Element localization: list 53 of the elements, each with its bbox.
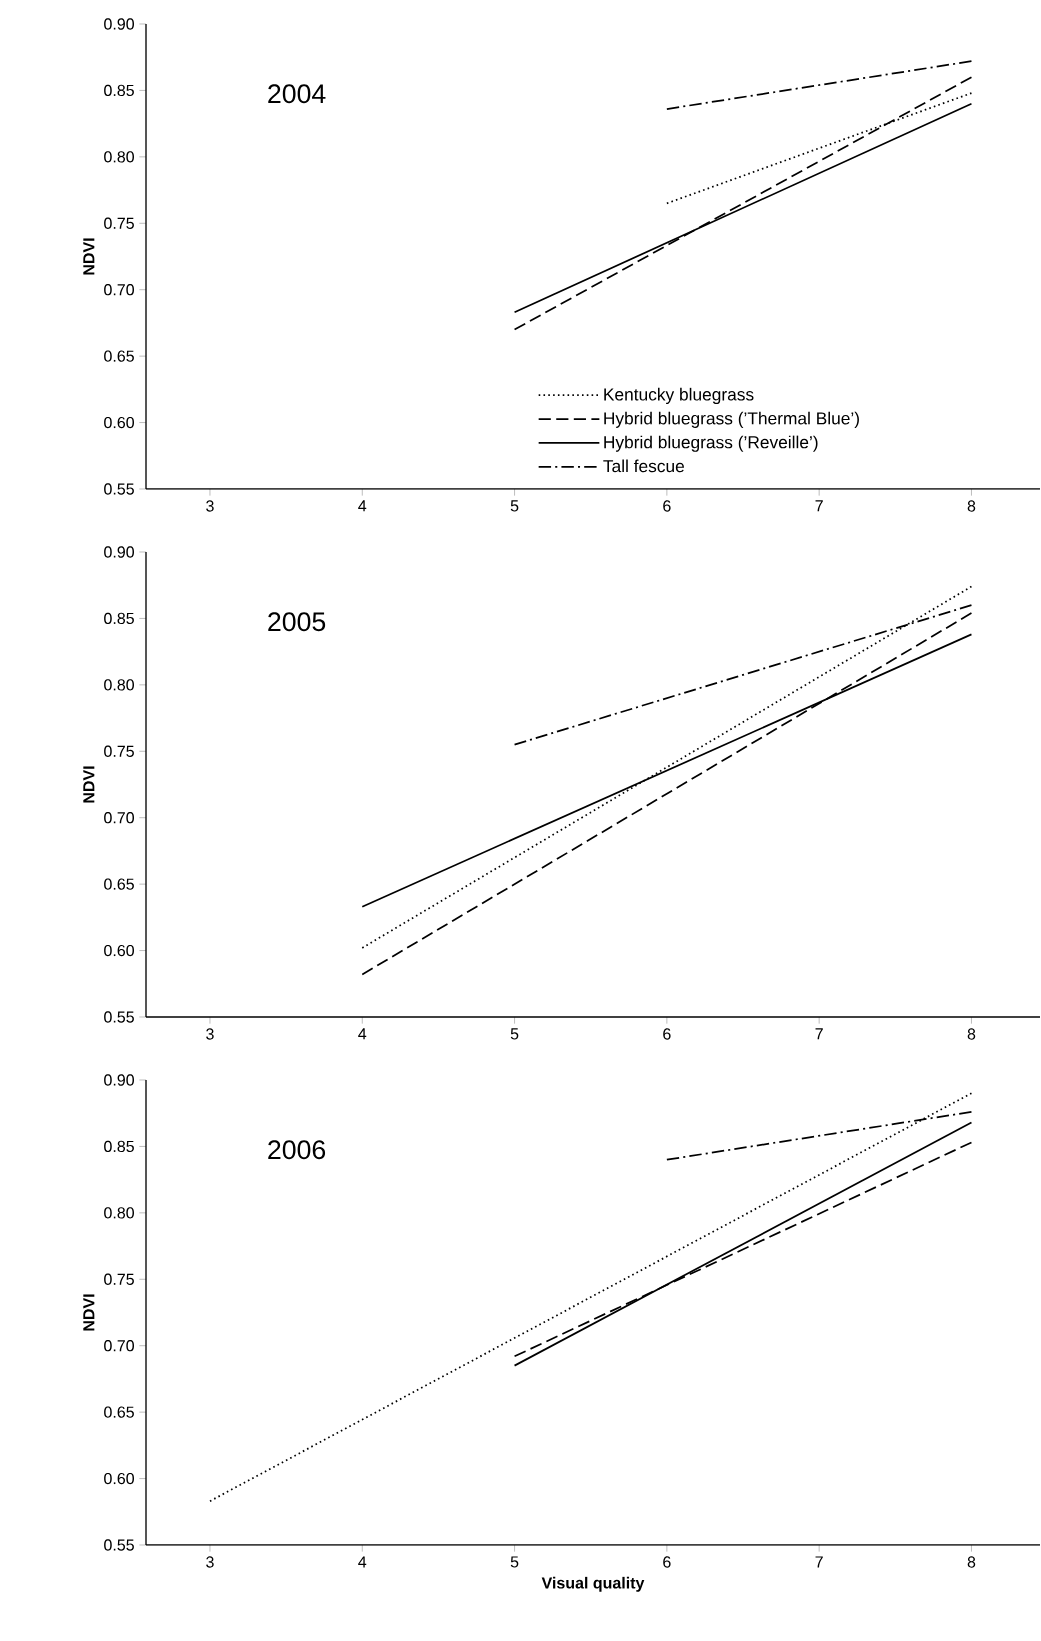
y-tick-label: 0.65 (104, 350, 134, 362)
x-tick-label: 5 (510, 1028, 519, 1040)
y-tick-label: 0.55 (104, 1539, 134, 1551)
y-tick-label: 0.65 (104, 1406, 134, 1418)
y-axis-title: NDVI (83, 766, 95, 803)
x-tick-label: 4 (358, 1556, 367, 1568)
y-tick-label: 0.60 (104, 416, 134, 429)
x-axis-title: Visual quality (541, 1576, 645, 1592)
y-tick-label: 0.75 (104, 217, 134, 229)
y-axis-title: NDVI (83, 238, 95, 275)
x-tick-label: 7 (815, 1556, 823, 1568)
annotation: 2004 (268, 84, 326, 104)
legend-label: Hybrid bluegrass (’Thermal Blue’) (604, 411, 859, 428)
y-tick-label: 0.90 (104, 546, 134, 558)
y-tick-label: 0.60 (104, 1472, 134, 1485)
x-tick-label: 5 (510, 500, 519, 512)
x-tick-label: 6 (663, 500, 671, 512)
y-tick-label: 0.65 (104, 878, 134, 890)
x-tick-label: 7 (815, 500, 823, 512)
x-tick-label: 8 (967, 500, 976, 512)
y-tick-label: 0.85 (104, 612, 134, 625)
x-tick-label: 8 (967, 1556, 976, 1568)
x-tick-label: 6 (663, 1556, 671, 1568)
x-tick-label: 4 (358, 500, 367, 512)
y-tick-label: 0.55 (104, 1011, 134, 1023)
y-tick-label: 0.60 (104, 944, 134, 957)
y-tick-label: 0.90 (104, 1074, 134, 1086)
x-tick-label: 3 (206, 1028, 214, 1040)
x-tick-label: 3 (206, 500, 214, 512)
y-tick-label: 0.55 (104, 483, 134, 495)
x-tick-label: 7 (815, 1028, 823, 1040)
legend-label: Hybrid bluegrass (’Reveille’) (604, 435, 818, 452)
annotation: 2005 (268, 612, 326, 632)
y-tick-label: 0.70 (104, 812, 134, 824)
y-tick-label: 0.80 (104, 679, 134, 691)
y-tick-label: 0.90 (104, 18, 134, 30)
y-tick-label: 0.80 (104, 1207, 134, 1219)
x-tick-label: 3 (206, 1556, 214, 1568)
x-tick-label: 4 (358, 1028, 367, 1040)
annotation: 2006 (268, 1140, 326, 1160)
x-tick-label: 5 (510, 1556, 519, 1568)
x-tick-label: 6 (663, 1028, 671, 1040)
legend-label: Kentucky bluegrass (604, 387, 754, 404)
y-tick-label: 0.85 (104, 84, 134, 97)
legend-label: Tall fescue (603, 459, 684, 473)
y-tick-label: 0.85 (104, 1140, 134, 1153)
y-tick-label: 0.80 (104, 151, 134, 163)
y-tick-label: 0.75 (104, 745, 134, 757)
y-tick-label: 0.70 (104, 284, 134, 296)
y-axis-title: NDVI (83, 1294, 95, 1331)
y-tick-label: 0.75 (104, 1273, 134, 1285)
x-tick-label: 8 (967, 1028, 976, 1040)
y-tick-label: 0.70 (104, 1340, 134, 1352)
